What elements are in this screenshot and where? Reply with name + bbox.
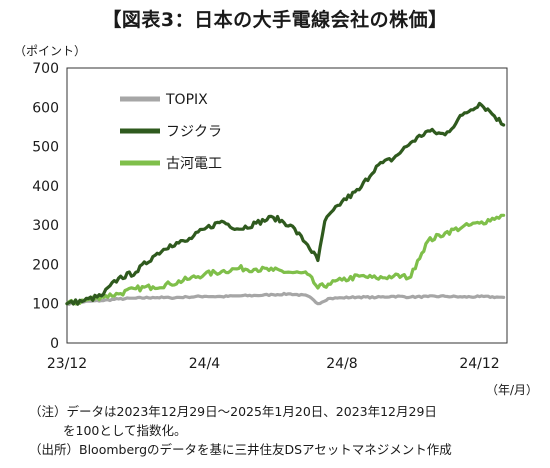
x-axis-ticks: 23/12 24/4 24/8 24/12	[47, 356, 500, 372]
x-tick-label: 24/4	[189, 356, 221, 372]
y-tick-label: 700	[32, 61, 59, 77]
x-tick-label: 24/12	[459, 356, 499, 372]
legend-label: フジクラ	[166, 124, 222, 140]
y-tick-label: 300	[32, 218, 59, 234]
y-tick-label: 500	[32, 140, 59, 156]
series-line	[65, 213, 506, 306]
series-line	[65, 291, 506, 306]
x-axis-unit-label: （年/月）	[485, 383, 538, 397]
y-tick-label: 400	[32, 179, 59, 195]
series-lines	[65, 101, 506, 306]
note-line-2: を100として指数化。	[63, 423, 187, 438]
chart-title: 【図表3：日本の大手電線会社の株価】	[102, 9, 448, 31]
y-axis-ticks: 0 100 200 300 400 500 600 700	[32, 61, 59, 352]
chart-axes	[66, 67, 508, 344]
note-line-1: （注）データは2023年12月29日～2025年1月20日、2023年12月29…	[29, 404, 437, 419]
x-tick-label: 23/12	[47, 356, 87, 372]
y-tick-label: 200	[32, 257, 59, 273]
y-tick-label: 600	[32, 100, 59, 116]
series-line	[65, 101, 506, 306]
y-tick-label: 100	[32, 297, 59, 313]
legend-label: TOPIX	[165, 92, 208, 108]
x-tick-label: 24/8	[326, 356, 357, 372]
plot-frame	[66, 67, 508, 344]
y-axis-unit-label: （ポイント）	[14, 44, 87, 58]
line-chart: 0 100 200 300 400 500 600 700 23/12 24/4 24/8 24/1…	[32, 61, 508, 372]
footnotes: （注）データは2023年12月29日～2025年1月20日、2023年12月29…	[29, 402, 452, 459]
legend-label: 古河電工	[166, 156, 222, 172]
source-line: （出所）Bloombergのデータを基に三井住友DSアセットマネジメント作成	[29, 442, 452, 457]
y-tick-label: 0	[50, 336, 59, 352]
